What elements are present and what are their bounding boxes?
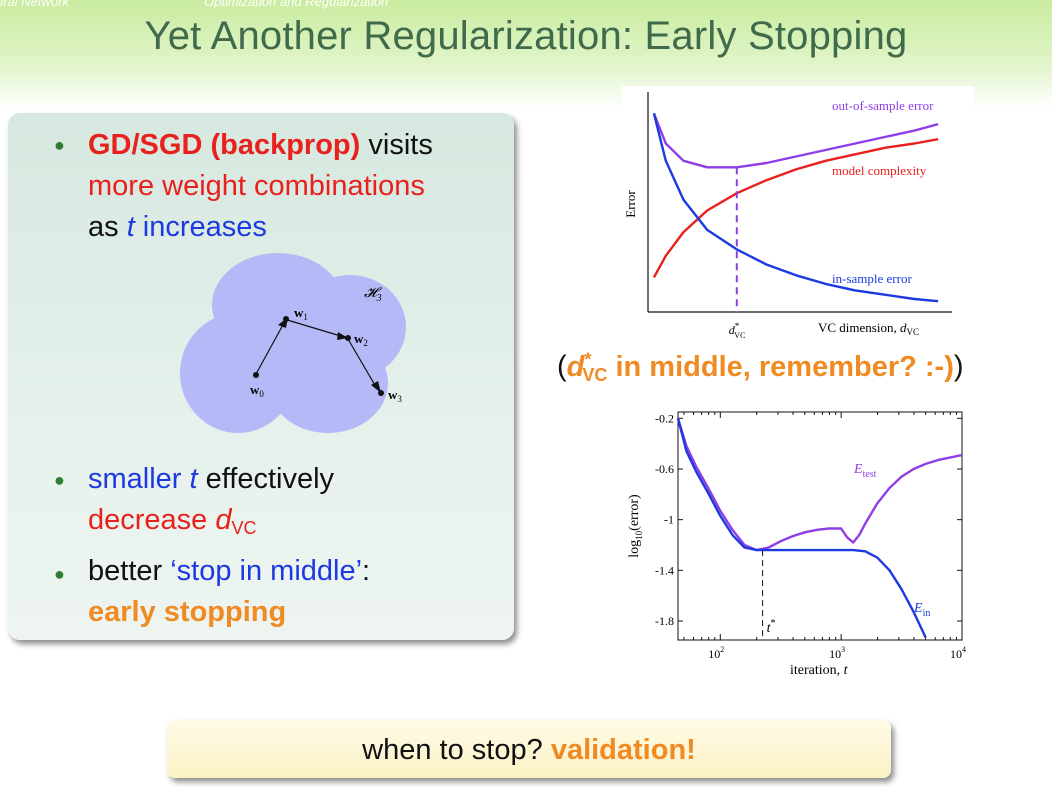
bullet2-text-effectively: effectively [197, 463, 335, 495]
early-stopping-chart: -0.2 -0.6 -1 -1.4 -1.8 102 103 104 iteration, t l… [612, 406, 984, 682]
legend-E_test: Etest [853, 462, 877, 480]
label-w0: w0 [250, 382, 264, 399]
arrow-w2-w3 [347, 338, 377, 388]
y-axis-label: log10(error) [627, 494, 644, 558]
legend-model-complexity: model complexity [832, 163, 927, 178]
legend-in-sample-error: in-sample error [832, 271, 912, 286]
series-out-of-sample-error [652, 112, 939, 169]
bullet-dot-icon: ● [54, 564, 65, 584]
label-w2: w2 [354, 331, 368, 348]
arrow-w0-w1 [255, 322, 285, 375]
bullet-stop-in-middle: better ‘stop in middle’: early stopping [88, 551, 370, 633]
d-vc-variable: d [215, 504, 232, 536]
d-vc-star-subscript: VC [582, 364, 608, 385]
remember-note: (d*VC in middle, remember? :-)) [557, 349, 964, 386]
t-star-label: t* [767, 618, 776, 636]
point-w3 [378, 390, 384, 396]
vc-dimension-chart: Error VC dimension, dVC out-of-sample erro… [622, 86, 974, 340]
legend-E_in: Ein [913, 601, 930, 619]
bullet3-text-better: better [88, 555, 171, 587]
bullet1-text-as: as [88, 211, 127, 243]
when-to-stop-text: when to stop? [362, 734, 551, 766]
x-tick-label: 104 [950, 645, 966, 661]
remember-close-paren: ) [953, 350, 964, 383]
gd-sgd-term: GD/SGD (backprop) [88, 129, 361, 161]
bullet-smaller-t: smaller t effectively decrease dVC [88, 459, 334, 549]
remember-open-paren: ( [557, 350, 567, 383]
y-axis-label: Error [623, 190, 638, 218]
d-vc-subscript: VC [231, 518, 257, 538]
x-tick-label: 102 [708, 645, 724, 661]
t-variable: t [189, 463, 198, 495]
validation-text: validation! [550, 734, 696, 766]
nav-section-optimization[interactable]: Optimization and Regularization [204, 0, 389, 9]
weight-path-diagram: 𝓗3 w0 w1 w2 w3 [180, 253, 406, 433]
x-tick-d-vc-star: d* VC [729, 321, 746, 340]
bullet-dot-icon: ● [54, 135, 65, 155]
weight-path-arrows [255, 318, 377, 388]
bullet3-text-colon: : [362, 555, 371, 587]
bullet1-text-increases: increases [134, 211, 267, 243]
y-tick-label: -1.4 [655, 563, 674, 577]
x-axis-label: VC dimension, dVC [818, 320, 919, 337]
bullet1-text-visits: visits [360, 129, 433, 161]
left-content-panel: ● GD/SGD (backprop) visits more weight c… [8, 113, 514, 640]
bullet-dot-icon: ● [54, 470, 65, 490]
bullet-gd-sgd: GD/SGD (backprop) visits more weight com… [88, 125, 433, 248]
bullet2-text-smaller: smaller [88, 463, 190, 495]
y-tick-label: -0.6 [655, 462, 674, 476]
point-w2 [345, 335, 351, 341]
label-w1: w1 [294, 305, 308, 322]
stop-in-middle-quote: ‘stop in middle’ [170, 555, 363, 587]
arrowhead-w3 [371, 381, 381, 393]
y-tick-label: -0.2 [655, 411, 674, 425]
arrow-w1-w2 [283, 318, 345, 338]
y-tick-label: -1.8 [655, 614, 674, 628]
slide-title: Yet Another Regularization: Early Stoppi… [144, 14, 908, 58]
y-tick-label: -1 [664, 513, 674, 527]
remember-text: in middle, remember? :-) [607, 350, 954, 383]
bullet2-text-decrease: decrease [88, 504, 216, 536]
x-tick-label: 103 [829, 645, 845, 661]
legend-out-of-sample-error: out-of-sample error [832, 98, 934, 113]
nav-section-neural-network[interactable]: ural Network [0, 0, 69, 9]
d-vc-star-superscript: * [584, 349, 592, 369]
series-E_test [676, 417, 963, 552]
plot-frame [677, 411, 963, 641]
d-vc-star-variable: d [566, 350, 585, 383]
weight-combinations-text: more weight combinations [88, 170, 425, 202]
early-stopping-term: early stopping [88, 596, 287, 628]
point-w0 [253, 372, 259, 378]
series-model-complexity [652, 138, 939, 278]
point-w1 [283, 316, 289, 322]
validation-callout: when to stop? validation! [167, 720, 891, 778]
x-axis-label: iteration, t [790, 663, 849, 678]
hypothesis-set-blob [180, 253, 406, 433]
series-E_in [676, 418, 927, 639]
series-in-sample-error [652, 113, 939, 303]
t-variable: t [126, 211, 135, 243]
label-w3: w3 [388, 387, 402, 404]
